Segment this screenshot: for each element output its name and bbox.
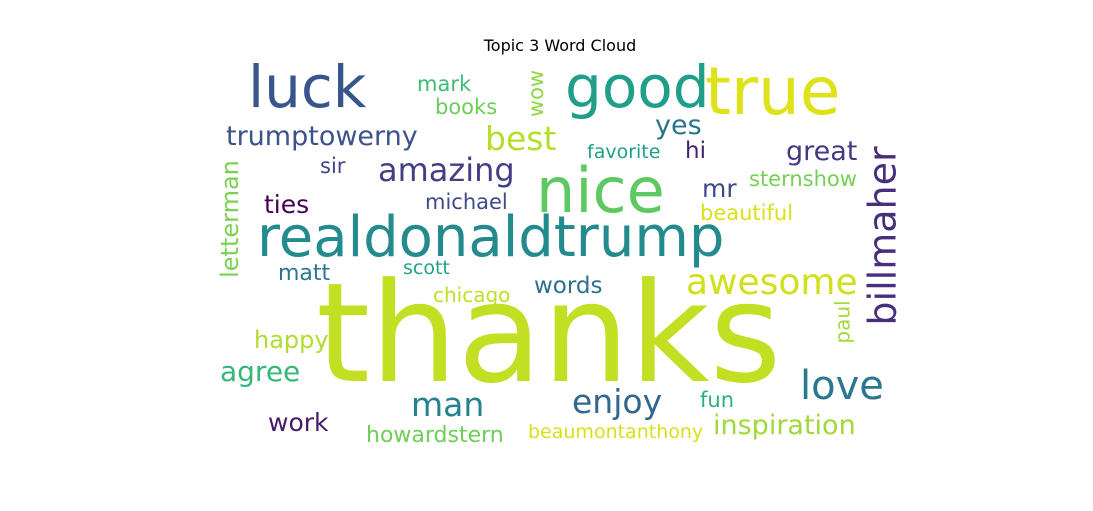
word-ties: ties	[264, 190, 310, 219]
chart-title: Topic 3 Word Cloud	[483, 36, 637, 55]
word-luck: luck	[248, 53, 367, 121]
word-mr: mr	[702, 174, 737, 203]
word-books: books	[435, 95, 498, 119]
word-michael: michael	[425, 190, 508, 214]
word-true: true	[705, 53, 841, 130]
word-beautiful: beautiful	[700, 201, 794, 225]
word-man: man	[411, 385, 485, 424]
word-happy: happy	[254, 326, 329, 354]
word-trumptowerny: trumptowerny	[226, 121, 418, 152]
word-sternshow: sternshow	[749, 167, 857, 191]
word-sir: sir	[320, 154, 346, 178]
word-agree: agree	[220, 355, 301, 388]
word-hi: hi	[685, 138, 706, 164]
word-thanks: thanks	[316, 253, 782, 414]
word-favorite: favorite	[587, 141, 661, 163]
word-great: great	[786, 136, 858, 167]
word-best: best	[485, 119, 557, 158]
word-enjoy: enjoy	[572, 382, 663, 421]
word-scott: scott	[403, 257, 450, 279]
word-amazing: amazing	[378, 151, 515, 189]
word-matt: matt	[278, 261, 331, 286]
word-chicago: chicago	[433, 283, 511, 307]
word-fun: fun	[700, 388, 735, 412]
word-inspiration: inspiration	[713, 410, 856, 441]
word-howardstern: howardstern	[366, 423, 504, 448]
word-wow: wow	[524, 69, 549, 118]
word-billmaher: billmaher	[860, 145, 905, 326]
word-paul: paul	[830, 299, 855, 344]
word-love: love	[800, 363, 884, 409]
word-good: good	[565, 53, 710, 121]
word-letterman: letterman	[215, 160, 244, 278]
word-realdonaldtrump: realdonaldtrump	[257, 205, 725, 270]
word-awesome: awesome	[686, 262, 858, 303]
word-words: words	[534, 273, 603, 299]
word-nice: nice	[536, 154, 665, 227]
word-mark: mark	[417, 72, 472, 96]
word-yes: yes	[655, 110, 702, 141]
word-beaumontanthony: beaumontanthony	[528, 421, 704, 443]
word-work: work	[268, 408, 329, 437]
